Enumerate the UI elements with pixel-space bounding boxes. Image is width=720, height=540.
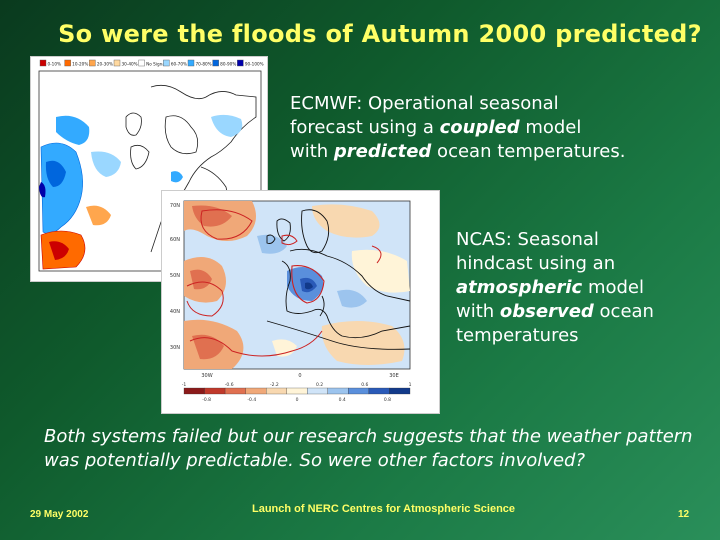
ncas-lat-label: 70N [170,203,180,209]
ncas-colorbar-label-top: -2.2 [270,382,279,388]
ncas-colorbar-label-bottom: -0.4 [247,397,256,403]
ncas-line-1: NCAS: Seasonal [456,229,599,250]
ncas-colorbar-swatch [286,387,308,395]
ncas-colorbar-label-top: 0.6 [361,382,368,388]
ncas-colorbar-label-top: 1 [409,382,412,388]
ncas-lon-label: 30E [389,373,399,379]
ecmwf-line-2c: model [519,117,582,138]
ecmwf-legend-label: No Signal [146,62,166,67]
ncas-colorbar-swatch [183,387,205,395]
ecmwf-line-3a: with [290,141,334,162]
ncas-lat-label: 50N [170,273,180,279]
ncas-colorbar-swatch [266,387,287,395]
footer-event: Launch of NERC Centres for Atmospheric S… [252,503,516,515]
ecmwf-legend-swatch [212,59,219,67]
ecmwf-description: ECMWF: Operational seasonal forecast usi… [290,92,690,164]
ncas-description: NCAS: Seasonal hindcast using an atmosph… [456,228,706,348]
ncas-line-5: temperatures [456,325,579,346]
ncas-colorbar-label-top: -0.6 [225,382,234,388]
ncas-colorbar-swatch [389,387,411,395]
ecmwf-legend-swatch [64,59,71,67]
ecmwf-legend-label: 10-20% [72,62,88,67]
ncas-lon-labels: 30W 0 30E [201,373,398,379]
ncas-line-4c: ocean [593,301,654,322]
conclusion-text: Both systems failed but our research sug… [44,426,693,471]
ncas-colorbar-swatch [245,387,267,395]
ecmwf-legend-swatch [89,59,96,67]
ecmwf-map-graphic: 0-10% 10-20% 20-30% 30-40% No Signal 60-70% 70… [31,57,267,281]
ecmwf-line-3c: ocean temperatures. [431,141,626,162]
ncas-map-graphic: 70N 60N 50N 40N 30N 30W 0 30E -1 -0.6 -2.2 0.2 0.6… [162,191,439,413]
ecmwf-legend-swatch [163,59,170,67]
ncas-emphasis-atmospheric: atmospheric [456,277,583,298]
ecmwf-legend-label: 80-90% [220,62,236,67]
ecmwf-legend-label: 60-70% [171,62,187,67]
ncas-colorbar-swatch [368,387,390,395]
ncas-hindcast-map: 70N 60N 50N 40N 30N 30W 0 30E -1 -0.6 -2.2 0.2 0.6… [161,190,440,414]
ncas-lat-labels: 70N 60N 50N 40N 30N [170,203,180,351]
ncas-colorbar-swatch [307,387,328,395]
footer-date: 29 May 2002 [30,509,89,520]
ecmwf-emphasis-coupled: coupled [439,117,520,138]
ecmwf-legend-swatch [138,59,145,67]
ncas-line-4a: with [456,301,500,322]
ncas-colorbar-label-bottom: 0.4 [339,397,346,403]
ncas-emphasis-observed: observed [499,301,594,322]
ecmwf-legend-label: 90-100% [245,62,264,67]
ncas-lon-label: 30W [201,373,212,379]
ecmwf-legend-label: 0-10% [48,62,62,67]
ecmwf-legend-label: 70-80% [196,62,212,67]
slide-title: So were the floods of Autumn 2000 predic… [58,20,702,48]
ncas-line-2: hindcast using an [456,253,616,274]
ecmwf-forecast-map: 0-10% 10-20% 20-30% 30-40% No Signal 60-70% 70… [30,56,268,282]
ncas-colorbar: -1 -0.6 -2.2 0.2 0.6 1 -0.8 -0.4 0 0.4 0.8 [182,382,412,403]
ecmwf-legend: 0-10% 10-20% 20-30% 30-40% No Signal 60-70% 70… [39,59,264,67]
ecmwf-emphasis-predicted: predicted [333,141,432,162]
ncas-lon-label: 0 [298,373,301,379]
ecmwf-legend-swatch [237,59,244,67]
ncas-colorbar-swatch [348,387,370,395]
ncas-lat-label: 30N [170,345,180,351]
ecmwf-legend-swatch [113,59,121,67]
ncas-line-3b: model [582,277,644,298]
ncas-colorbar-swatch [327,387,349,395]
ncas-colorbar-label-top: -1 [182,382,187,388]
ecmwf-legend-swatch [39,59,47,67]
ecmwf-line-1: ECMWF: Operational seasonal [290,93,559,114]
ecmwf-legend-swatch [187,59,195,67]
ncas-lat-label: 40N [170,309,180,315]
ncas-colorbar-label-bottom: 0.8 [384,397,391,403]
ncas-colorbar-label-bottom: -0.8 [202,397,211,403]
ncas-colorbar-swatch [204,387,226,395]
ncas-lat-label: 60N [170,237,180,243]
ecmwf-line-2a: forecast using a [290,117,440,138]
ncas-colorbar-swatch [224,387,246,395]
ecmwf-legend-label: 30-40% [122,62,138,67]
ncas-colorbar-label-top: 0.2 [316,382,323,388]
ncas-colorbar-label-bottom: 0 [296,397,299,403]
ecmwf-legend-label: 20-30% [97,62,113,67]
footer-page-number: 12 [678,509,690,520]
